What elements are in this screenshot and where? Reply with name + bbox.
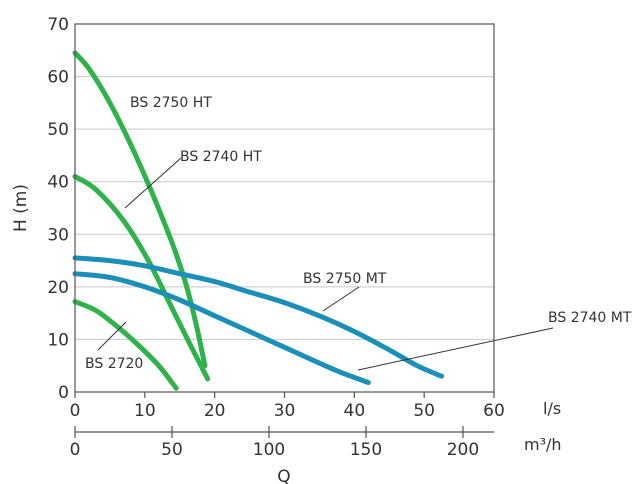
x-tick-label: 0 — [70, 401, 81, 421]
annotation-label-bs-2740-mt: BS 2740 MT — [548, 310, 632, 326]
annotations-group: BS 2750 HT BS 2740 HT BS 2720 BS 2750 MT BS … — [85, 95, 632, 372]
annotation-leader-bs-2750-mt — [322, 286, 360, 312]
annotation-leader-bs-2720 — [97, 321, 127, 351]
x-tick-label: 40 — [344, 401, 366, 421]
annotation-label-bs-2720: BS 2720 — [85, 356, 143, 372]
series-line-bs-2750-mt — [72, 255, 445, 379]
y-tick-label: 70 — [47, 15, 69, 35]
annotation-label-bs-2750-mt: BS 2750 MT — [303, 271, 387, 287]
y-tick-label: 10 — [47, 330, 69, 350]
x-axis-title: Q — [277, 467, 290, 484]
annotation-label-bs-2750-ht: BS 2750 HT — [130, 95, 212, 111]
ticks: 0 10 20 30 40 50 60 70 0 10 20 30 40 50 60 0 50 100 150 200 — [47, 15, 504, 460]
y-tick-label: 40 — [47, 173, 69, 193]
x-unit-secondary: m³/h — [524, 435, 562, 454]
y-tick-label: 30 — [47, 225, 69, 245]
x-tick-label: 20 — [204, 401, 226, 421]
x-tick-label: 10 — [134, 401, 156, 421]
x2-tick-label: 0 — [70, 440, 81, 460]
y-axis-title: H (m) — [11, 184, 31, 232]
annotation-leader-bs-2740-mt — [357, 327, 554, 371]
x-tick-label: 50 — [413, 401, 435, 421]
x2-tick-label: 100 — [253, 440, 285, 460]
y-tick-label: 20 — [47, 278, 69, 298]
x-unit-primary: l/s — [543, 399, 561, 418]
x-tick-label: 60 — [483, 401, 505, 421]
y-tick-label: 0 — [58, 383, 69, 403]
series-group — [72, 50, 445, 391]
annotation-leader-bs-2740-ht — [124, 157, 182, 209]
series-line-bs-2720 — [72, 299, 179, 391]
x-tick-label: 30 — [274, 401, 296, 421]
x2-tick-label: 50 — [161, 440, 183, 460]
x2-tick-label: 200 — [447, 440, 479, 460]
y-tick-label: 50 — [47, 120, 69, 140]
series-line-bs-2740-ht — [72, 174, 211, 382]
plot-frame — [74, 23, 495, 393]
y-tick-label: 60 — [47, 68, 69, 88]
annotation-label-bs-2740-ht: BS 2740 HT — [180, 149, 262, 165]
series-line-bs-2750-ht — [72, 50, 208, 369]
x2-tick-label: 150 — [350, 440, 382, 460]
series-line-bs-2740-mt — [72, 271, 371, 385]
axes — [74, 23, 495, 393]
